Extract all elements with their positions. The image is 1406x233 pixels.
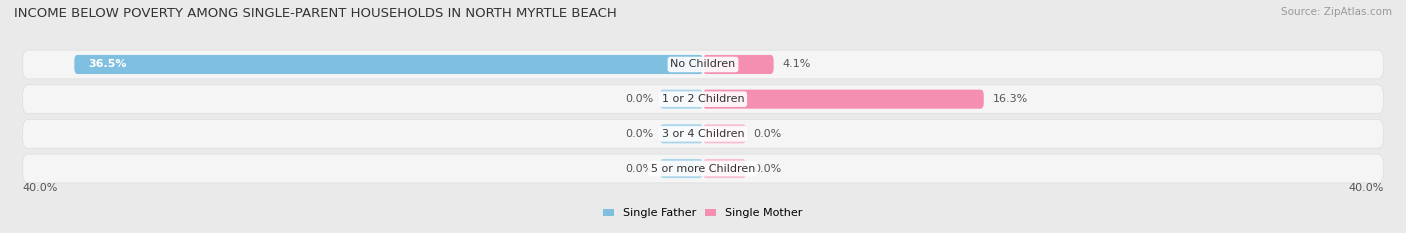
FancyBboxPatch shape bbox=[703, 55, 773, 74]
Text: 3 or 4 Children: 3 or 4 Children bbox=[662, 129, 744, 139]
Text: 16.3%: 16.3% bbox=[993, 94, 1028, 104]
Text: 0.0%: 0.0% bbox=[754, 129, 782, 139]
Text: 4.1%: 4.1% bbox=[782, 59, 811, 69]
FancyBboxPatch shape bbox=[703, 90, 984, 109]
FancyBboxPatch shape bbox=[22, 50, 1384, 79]
FancyBboxPatch shape bbox=[703, 124, 747, 143]
FancyBboxPatch shape bbox=[659, 159, 703, 178]
Text: 36.5%: 36.5% bbox=[89, 59, 127, 69]
Legend: Single Father, Single Mother: Single Father, Single Mother bbox=[603, 208, 803, 218]
FancyBboxPatch shape bbox=[22, 85, 1384, 113]
Text: 5 or more Children: 5 or more Children bbox=[651, 164, 755, 174]
FancyBboxPatch shape bbox=[22, 120, 1384, 148]
Text: 1 or 2 Children: 1 or 2 Children bbox=[662, 94, 744, 104]
Text: 0.0%: 0.0% bbox=[754, 164, 782, 174]
FancyBboxPatch shape bbox=[75, 55, 703, 74]
FancyBboxPatch shape bbox=[22, 154, 1384, 183]
FancyBboxPatch shape bbox=[703, 159, 747, 178]
Text: 0.0%: 0.0% bbox=[624, 129, 652, 139]
FancyBboxPatch shape bbox=[659, 124, 703, 143]
Text: INCOME BELOW POVERTY AMONG SINGLE-PARENT HOUSEHOLDS IN NORTH MYRTLE BEACH: INCOME BELOW POVERTY AMONG SINGLE-PARENT… bbox=[14, 7, 617, 20]
Text: 40.0%: 40.0% bbox=[22, 183, 58, 193]
Text: 0.0%: 0.0% bbox=[624, 94, 652, 104]
FancyBboxPatch shape bbox=[659, 90, 703, 109]
Text: Source: ZipAtlas.com: Source: ZipAtlas.com bbox=[1281, 7, 1392, 17]
Text: 40.0%: 40.0% bbox=[1348, 183, 1384, 193]
Text: No Children: No Children bbox=[671, 59, 735, 69]
Text: 0.0%: 0.0% bbox=[624, 164, 652, 174]
